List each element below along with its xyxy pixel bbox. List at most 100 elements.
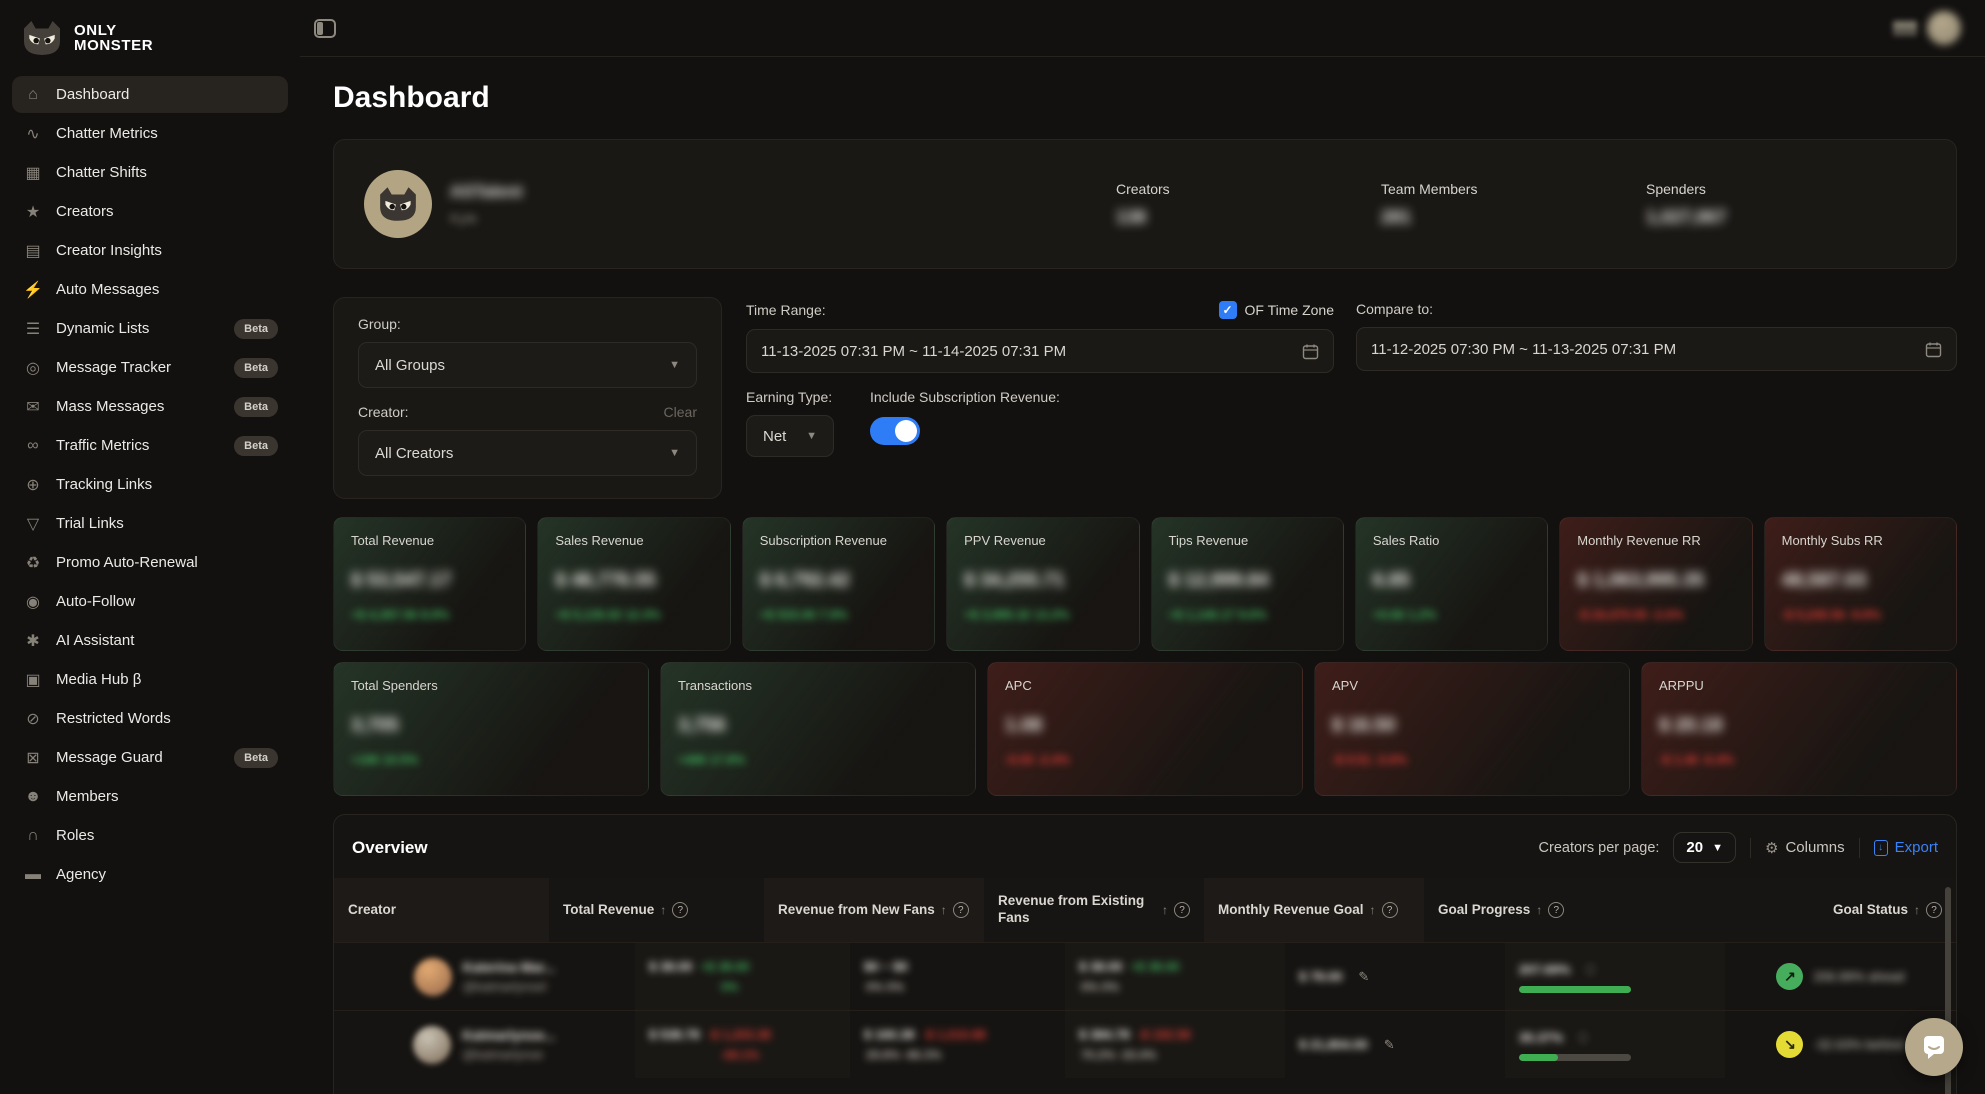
- page-title: Dashboard: [333, 81, 490, 114]
- table-row[interactable]: Katerina Mar... @katmarlynoel $ 38.00 +$ …: [334, 942, 1956, 1010]
- chat-launcher-button[interactable]: [1905, 1018, 1963, 1076]
- auto-follow-icon: ◉: [26, 593, 40, 611]
- stat-card-value: $ 46,776.55: [555, 570, 656, 591]
- beta-badge: Beta: [234, 318, 278, 339]
- creator-cell[interactable]: Katerina Mar... @katmarlynoel: [334, 943, 635, 1010]
- agency-icon: ▬: [25, 865, 41, 883]
- sidebar-item[interactable]: ∩ Roles: [12, 817, 288, 854]
- brand-name: ONLY MONSTER: [74, 22, 154, 54]
- sidebar-item[interactable]: ▦ Chatter Shifts: [12, 154, 288, 191]
- new-fans-cell: $0 ~ $0 0% 0%: [864, 959, 908, 994]
- sidebar-item[interactable]: ✱ AI Assistant: [12, 622, 288, 659]
- time-range-input[interactable]: 11-13-2025 07:31 PM ~ 11-14-2025 07:31 P…: [746, 329, 1334, 373]
- stat-card-value: $ 1,063,995.35: [1577, 570, 1705, 591]
- sidebar-item[interactable]: ♻ Promo Auto-Renewal: [12, 544, 288, 581]
- help-icon[interactable]: ?: [672, 902, 689, 918]
- stat-card-value: $ 53,547.17: [351, 570, 452, 591]
- sidebar-item[interactable]: ⊘ Restricted Words: [12, 700, 288, 737]
- sidebar-item-label: Media Hub β: [56, 671, 142, 688]
- sort-arrow-icon[interactable]: ↑: [660, 903, 667, 917]
- columns-button[interactable]: ⚙ Columns: [1765, 839, 1845, 857]
- earning-type-select[interactable]: Net ▼: [746, 415, 834, 457]
- stat-card-value: 6.85: [1372, 570, 1410, 591]
- table-header-cell[interactable]: Revenue from Existing Fans ↑ ?: [984, 878, 1204, 942]
- total-revenue-cell: $ 538.78 -$ 1,203.38 -69.1%: [635, 1011, 850, 1078]
- per-page-select[interactable]: 20 ▼: [1673, 832, 1736, 863]
- creator-insights-icon: ▤: [25, 242, 41, 260]
- sidebar-item[interactable]: ▽ Trial Links: [12, 505, 288, 542]
- creator-name: Katerina Mar...: [462, 959, 556, 975]
- sort-arrow-icon[interactable]: ↑: [940, 903, 947, 917]
- sidebar-item-label: Dashboard: [56, 86, 130, 103]
- stat-card: Monthly Revenue RR $ 1,063,995.35 -$ 24,…: [1559, 517, 1753, 651]
- export-button[interactable]: ↓ Export: [1873, 839, 1938, 856]
- sidebar-item-label: Auto-Follow: [56, 593, 136, 610]
- creators-icon: ★: [25, 203, 41, 221]
- table-header-cell[interactable]: Monthly Revenue Goal ↑ ?: [1204, 878, 1424, 942]
- stat-card-delta: -$ 0.51 -3.6%: [1332, 753, 1408, 767]
- sidebar-item[interactable]: ∞ Traffic Metrics Beta: [12, 427, 288, 464]
- table-header-cell[interactable]: Creator: [334, 878, 549, 942]
- edit-icon[interactable]: ✎: [1383, 1036, 1395, 1052]
- creator-cell[interactable]: Katmarlynoe... @katmarlynoe: [334, 1011, 635, 1078]
- stat-card-title: Sales Revenue: [555, 533, 644, 548]
- help-icon[interactable]: ?: [1926, 902, 1942, 918]
- beta-badge: Beta: [234, 435, 278, 456]
- table-header-cell[interactable]: Revenue from New Fans ↑ ?: [764, 878, 984, 942]
- sidebar-item[interactable]: ✉ Mass Messages Beta: [12, 388, 288, 425]
- language-flag-icon[interactable]: [1893, 20, 1917, 36]
- stat-cards-row1: Total Revenue $ 53,547.17 +$ 4,387.56 8.…: [333, 517, 1957, 651]
- sidebar-item-label: Traffic Metrics: [56, 437, 150, 454]
- sidebar-item[interactable]: ⊕ Tracking Links: [12, 466, 288, 503]
- help-icon[interactable]: ?: [1548, 902, 1565, 918]
- stat-card-title: APC: [1005, 678, 1032, 693]
- sidebar-item[interactable]: ☰ Dynamic Lists Beta: [12, 310, 288, 347]
- sort-arrow-icon[interactable]: ↑: [1914, 903, 1920, 917]
- help-icon[interactable]: ?: [952, 902, 969, 918]
- sort-arrow-icon[interactable]: ↑: [1162, 903, 1168, 917]
- creator-name: Katmarlynoe...: [462, 1027, 556, 1043]
- help-icon[interactable]: ?: [1381, 902, 1398, 918]
- dashboard-icon: ⌂: [28, 85, 38, 103]
- edit-icon[interactable]: ✎: [1358, 968, 1370, 984]
- table-header-cell[interactable]: Total Revenue ↑ ?: [549, 878, 764, 942]
- sidebar-toggle-icon[interactable]: [314, 18, 336, 38]
- table-scrollbar[interactable]: [1945, 887, 1951, 1094]
- sort-arrow-icon[interactable]: ↑: [1536, 903, 1543, 917]
- calendar-icon: [1302, 343, 1319, 360]
- table-header-cell[interactable]: Goal Status ↑ ?: [1819, 878, 1956, 942]
- sidebar-item[interactable]: ▣ Media Hub β: [12, 661, 288, 698]
- clear-button[interactable]: Clear: [663, 404, 697, 420]
- user-avatar[interactable]: [1927, 11, 1961, 45]
- sidebar-item[interactable]: ⊠ Message Guard Beta: [12, 739, 288, 776]
- stat-card-title: Transactions: [678, 678, 752, 693]
- table-header-cell[interactable]: Goal Progress ↑ ?: [1424, 878, 1819, 942]
- sidebar-item[interactable]: ▤ Creator Insights: [12, 232, 288, 269]
- sort-arrow-icon[interactable]: ↑: [1369, 903, 1376, 917]
- sidebar-item[interactable]: ☻ Members: [12, 778, 288, 815]
- sidebar-item[interactable]: ⚡ Auto Messages: [12, 271, 288, 308]
- include-subscription-toggle[interactable]: [870, 417, 920, 445]
- stat-card: Total Revenue $ 53,547.17 +$ 4,387.56 8.…: [333, 517, 527, 651]
- sidebar-item[interactable]: ◉ Auto-Follow: [12, 583, 288, 620]
- sidebar-item[interactable]: ◎ Message Tracker Beta: [12, 349, 288, 386]
- message-guard-icon: ⊠: [26, 749, 40, 767]
- stat-card: Monthly Subs RR 48,587.03 -$ 5,245.56 -9…: [1763, 517, 1957, 651]
- stat-card-delta: +$ 4,387.56 8.9%: [351, 608, 450, 622]
- sidebar-item[interactable]: ★ Creators: [12, 193, 288, 230]
- group-select[interactable]: All Groups ▼: [358, 342, 697, 388]
- sidebar-item[interactable]: ⌂ Dashboard: [12, 76, 288, 113]
- compare-input[interactable]: 11-12-2025 07:30 PM ~ 11-13-2025 07:31 P…: [1356, 327, 1957, 371]
- sidebar-item[interactable]: ▬ Agency: [12, 856, 288, 893]
- stat-card: APV $ 16.50 -$ 0.51 -3.6%: [1314, 662, 1630, 796]
- creator-select[interactable]: All Creators ▼: [358, 430, 697, 476]
- chevron-down-icon: ▼: [669, 447, 680, 459]
- of-timezone-checkbox[interactable]: ✓: [1218, 301, 1237, 319]
- help-icon[interactable]: ?: [1174, 902, 1190, 918]
- stat-card-value: 1.08: [1005, 715, 1042, 736]
- info-icon: ⓘ: [1577, 1030, 1590, 1045]
- sidebar-item[interactable]: ∿ Chatter Metrics: [12, 115, 288, 152]
- stat-card-delta: +186 10.5%: [351, 753, 419, 767]
- table-row[interactable]: Katmarlynoe... @katmarlynoe $ 538.78 -$ 1…: [334, 1010, 1956, 1078]
- stat-card-delta: +486 17.8%: [678, 753, 746, 767]
